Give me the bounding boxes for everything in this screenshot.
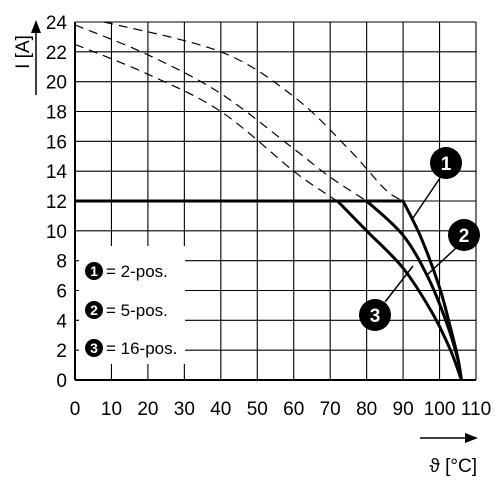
legend-marker-3-text: 3 bbox=[90, 340, 98, 356]
y-axis-label: I [A] bbox=[13, 35, 34, 69]
legend-marker-3 bbox=[85, 339, 103, 357]
x-axis-label: ϑ [°C] bbox=[429, 456, 477, 477]
y-tick-label-0: 0 bbox=[56, 371, 67, 392]
y-tick-label-1: 2 bbox=[56, 341, 67, 362]
y-tick-label-9: 18 bbox=[46, 103, 67, 124]
x-tick-label-5: 50 bbox=[247, 399, 268, 420]
derating-lines bbox=[74, 21, 404, 202]
y-tick-label-5: 10 bbox=[46, 222, 67, 243]
x-tick-label-3: 30 bbox=[174, 399, 195, 420]
legend-marker-1 bbox=[85, 262, 103, 280]
legend-entry-1: 1 = 2-pos. bbox=[85, 262, 168, 281]
y-tick-label-6: 12 bbox=[46, 192, 67, 213]
legend-label-2: = 5-pos. bbox=[106, 301, 168, 320]
callout-2-leader bbox=[426, 247, 457, 276]
legend-marker-2-text: 2 bbox=[90, 302, 98, 318]
legend-label-1: = 2-pos. bbox=[106, 262, 168, 281]
y-tick-label-3: 6 bbox=[56, 282, 67, 303]
y-tick-label-10: 20 bbox=[46, 73, 67, 94]
callout-3-text: 3 bbox=[370, 306, 381, 327]
x-tick-label-2: 20 bbox=[137, 399, 158, 420]
y-axis-arrowhead bbox=[31, 20, 41, 33]
y-tick-label-2: 4 bbox=[56, 311, 67, 332]
x-tick-label-1: 10 bbox=[101, 399, 122, 420]
legend-entry-3: 3 = 16-pos. bbox=[85, 339, 177, 358]
legend: 1 = 2-pos. 2 = 5-pos. 3 = 16-pos. bbox=[79, 246, 185, 364]
series-2-line bbox=[75, 199, 463, 381]
legend-entry-2: 2 = 5-pos. bbox=[85, 301, 168, 320]
x-tick-label-9: 90 bbox=[393, 399, 414, 420]
callout-1-badge bbox=[430, 147, 462, 179]
x-tick-label-0: 0 bbox=[70, 399, 81, 420]
callout-1-text: 1 bbox=[441, 154, 452, 175]
y-tick-label-7: 14 bbox=[46, 162, 68, 183]
x-tick-label-4: 40 bbox=[210, 399, 231, 420]
series-3-derating-curve bbox=[74, 43, 338, 202]
legend-label-3: = 16-pos. bbox=[106, 339, 177, 358]
callout-2-badge bbox=[448, 219, 480, 251]
y-axis-label-group: I [A] bbox=[13, 20, 41, 95]
x-tick-label-7: 70 bbox=[320, 399, 341, 420]
callout-3-leader bbox=[384, 265, 414, 303]
callout-1-leader bbox=[412, 177, 441, 219]
legend-marker-1-text: 1 bbox=[90, 263, 98, 279]
y-tick-label-11: 22 bbox=[46, 43, 67, 64]
x-tick-label-6: 60 bbox=[283, 399, 304, 420]
series-1-derating-curve bbox=[104, 21, 404, 202]
x-tick-labels: 0 10 20 30 40 50 60 70 80 90 100 110 bbox=[70, 399, 491, 420]
x-tick-label-10: 100 bbox=[424, 399, 456, 420]
x-axis-arrowhead bbox=[465, 433, 478, 443]
callout-2-text: 2 bbox=[459, 226, 470, 247]
x-axis-label-group: ϑ [°C] bbox=[420, 433, 478, 477]
y-tick-label-12: 24 bbox=[46, 13, 68, 34]
x-tick-label-8: 80 bbox=[356, 399, 377, 420]
callout-2: 2 bbox=[426, 219, 480, 276]
series-3-line bbox=[75, 199, 463, 381]
y-tick-label-8: 16 bbox=[46, 132, 67, 153]
callout-1: 1 bbox=[412, 147, 462, 219]
callout-3: 3 bbox=[359, 265, 414, 331]
x-tick-label-11: 110 bbox=[461, 399, 491, 420]
y-tick-label-4: 8 bbox=[56, 252, 67, 273]
callout-3-badge bbox=[359, 299, 391, 331]
legend-marker-2 bbox=[85, 301, 103, 319]
series-lines bbox=[75, 199, 463, 381]
